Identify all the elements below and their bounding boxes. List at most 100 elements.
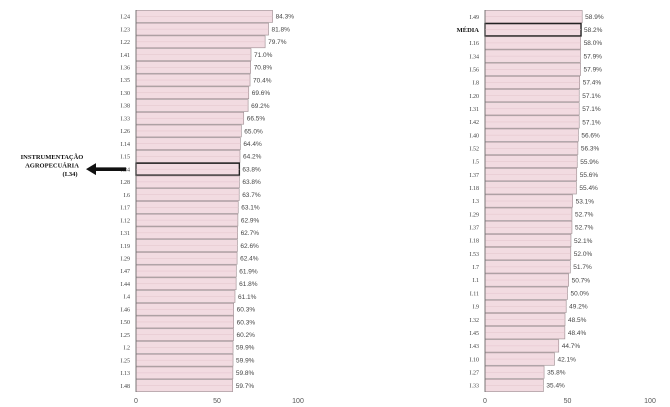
value-label-2-28: 35.8% — [547, 370, 566, 377]
category-label-1-19: I.19 — [121, 244, 131, 250]
category-label-2-21: I.1 — [473, 278, 480, 284]
category-label-1-7: I.30 — [121, 91, 131, 97]
value-label-1-18: 62.7% — [241, 230, 260, 237]
annotation-line-1: INSTRUMENTAÇÃO — [21, 153, 84, 161]
value-label-2-9: 57.1% — [582, 119, 601, 126]
value-label-1-5: 70.8% — [254, 65, 273, 72]
category-label-1-12: I.15 — [121, 155, 131, 161]
value-label-2-23: 49.2% — [569, 304, 588, 311]
category-label-1-27: I.2 — [124, 346, 131, 352]
value-label-2-4: 57.9% — [584, 53, 603, 60]
category-label-2-16: I.29 — [470, 212, 480, 218]
category-label-1-3: I.22 — [121, 40, 131, 46]
category-label-2-24: I.32 — [470, 318, 480, 324]
category-label-1-24: I.46 — [121, 307, 131, 313]
x-tick-1-3: 100 — [292, 398, 304, 405]
value-label-1-3: 79.7% — [268, 39, 287, 46]
category-label-1-20: I.29 — [121, 257, 131, 263]
value-label-1-19: 62.6% — [240, 243, 259, 250]
category-label-2-7: I.20 — [470, 94, 480, 100]
value-label-1-26: 60.2% — [237, 332, 256, 339]
value-label-1-22: 61.8% — [239, 281, 258, 288]
value-label-1-8: 69.2% — [251, 103, 270, 110]
value-label-2-20: 51.7% — [573, 264, 592, 271]
category-label-1-26: I.25 — [121, 333, 131, 339]
value-label-2-10: 56.6% — [581, 132, 600, 139]
category-label-1-30: I.48 — [121, 384, 131, 390]
category-label-1-9: I.33 — [121, 116, 131, 122]
value-label-2-19: 52.0% — [574, 251, 593, 258]
category-label-1-17: I.12 — [121, 218, 131, 224]
category-label-2-11: I.52 — [470, 147, 480, 153]
value-label-1-25: 60.3% — [237, 319, 256, 326]
category-label-1-23: I.4 — [124, 295, 131, 301]
value-label-1-28: 59.9% — [236, 357, 255, 364]
value-label-2-5: 57.9% — [584, 67, 603, 74]
value-label-1-23: 61.1% — [238, 294, 257, 301]
category-label-1-21: I.47 — [121, 269, 131, 275]
value-label-2-2: 58.2% — [584, 27, 603, 34]
category-label-2-6: I.8 — [473, 81, 480, 87]
value-label-1-10: 65.0% — [244, 128, 263, 135]
value-label-2-17: 52.7% — [575, 225, 594, 232]
x-tick-2-2: 50 — [564, 398, 572, 405]
category-label-2-23: I.9 — [473, 305, 480, 311]
category-label-1-22: I.44 — [121, 282, 131, 288]
category-label-1-16: I.17 — [121, 206, 131, 212]
value-label-1-21: 61.9% — [239, 268, 258, 275]
category-label-2-3: I.16 — [470, 41, 480, 47]
category-label-1-1: I.24 — [121, 15, 131, 21]
value-label-2-14: 55.4% — [579, 185, 598, 192]
category-label-2-1: I.49 — [470, 15, 480, 21]
annotation-line-2: AGROPECUÁRIA — [25, 162, 79, 170]
value-label-1-6: 70.4% — [253, 77, 272, 84]
value-label-1-13: 63.8% — [242, 166, 261, 173]
value-label-2-29: 35.4% — [546, 383, 565, 390]
x-tick-1-1: 0 — [134, 398, 138, 405]
value-label-1-14: 63.8% — [242, 179, 261, 186]
value-label-2-1: 58.9% — [585, 14, 604, 21]
category-label-1-11: I.14 — [121, 142, 131, 148]
value-label-2-3: 58.0% — [584, 40, 603, 47]
value-label-2-12: 55.9% — [580, 159, 599, 166]
x-tick-2-1: 0 — [483, 398, 487, 405]
category-label-2-29: I.33 — [470, 384, 480, 390]
value-label-1-2: 81.8% — [272, 26, 291, 33]
x-tick-1-2: 50 — [213, 398, 221, 405]
category-label-1-2: I.23 — [121, 27, 131, 33]
value-label-2-22: 50.0% — [571, 291, 590, 298]
value-label-2-13: 55.6% — [580, 172, 599, 179]
category-label-1-14: I.28 — [121, 180, 131, 186]
category-label-1-5: I.36 — [121, 66, 131, 72]
annotation-line-3: (I.34) — [63, 171, 78, 178]
category-label-2-2: MÉDIA — [457, 26, 480, 34]
value-label-1-16: 63.1% — [241, 205, 260, 212]
category-label-2-13: I.37 — [470, 173, 480, 179]
value-label-1-17: 62.9% — [241, 217, 260, 224]
value-label-1-27: 59.9% — [236, 345, 255, 352]
value-label-1-24: 60.3% — [237, 307, 256, 314]
value-label-1-29: 59.8% — [236, 370, 255, 377]
category-label-2-28: I.27 — [470, 370, 480, 376]
category-label-2-12: I.5 — [473, 160, 480, 166]
category-label-2-9: I.42 — [470, 120, 480, 126]
category-label-2-19: I.53 — [470, 252, 480, 258]
value-label-2-18: 52.1% — [574, 238, 593, 245]
category-label-1-15: I.6 — [124, 193, 131, 199]
value-label-1-30: 59.7% — [236, 383, 255, 390]
value-label-2-8: 57.1% — [582, 106, 601, 113]
value-label-2-24: 48.5% — [568, 317, 587, 324]
x-tick-2-3: 100 — [644, 398, 656, 405]
value-label-1-4: 71.0% — [254, 52, 273, 59]
category-label-1-4: I.41 — [121, 53, 131, 59]
value-label-1-9: 66.5% — [247, 116, 266, 123]
category-label-1-29: I.13 — [121, 371, 131, 377]
category-label-2-15: I.3 — [473, 199, 480, 205]
category-label-1-18: I.31 — [121, 231, 131, 237]
category-label-2-20: I.7 — [473, 265, 480, 271]
category-label-2-5: I.56 — [470, 67, 480, 73]
category-label-1-8: I.38 — [121, 104, 131, 110]
value-label-2-21: 50.7% — [572, 277, 591, 284]
annotation-arrow — [86, 163, 126, 176]
